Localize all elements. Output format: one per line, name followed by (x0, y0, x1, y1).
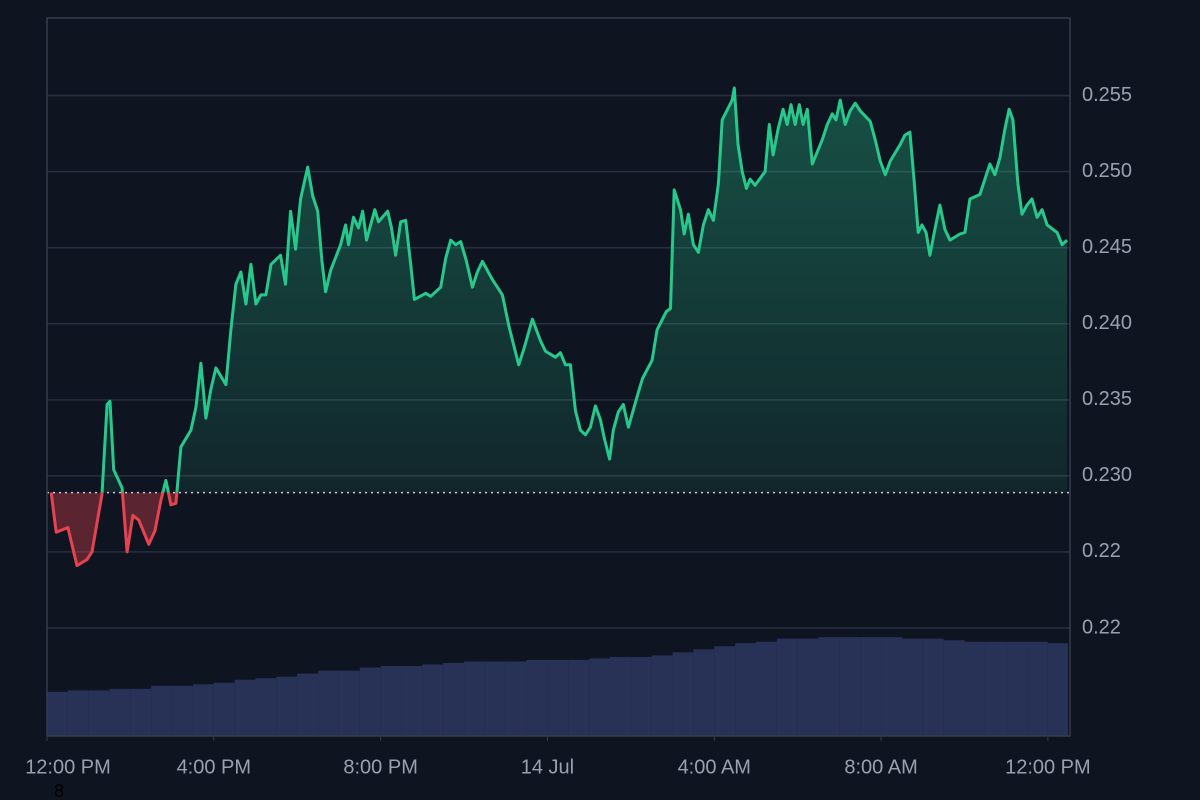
volume-bar (985, 641, 1007, 736)
volume-bar (714, 646, 736, 736)
volume-bar (380, 666, 402, 736)
y-tick-label: 0.245 (1082, 236, 1132, 258)
volume-bar (630, 656, 652, 736)
x-tick-label: 8:00 AM (844, 756, 917, 778)
x-tick-label: 4:00 AM (678, 756, 751, 778)
volume-bar (109, 688, 131, 736)
volume-bar (130, 688, 152, 736)
y-tick-label: 0.22 (1082, 616, 1121, 638)
volume-bar (1027, 641, 1048, 736)
x-tick-label: 4:00 PM (177, 756, 251, 778)
volume-bar (901, 638, 923, 736)
volume-bar (172, 685, 193, 736)
y-tick-label: 0.255 (1082, 84, 1132, 106)
price-line (49, 86, 1069, 568)
volume-bar (484, 661, 506, 736)
volume-bar (318, 670, 339, 736)
y-tick-label: 0.230 (1082, 464, 1132, 486)
volume-bar (1047, 643, 1068, 736)
y-tick-label: 0.240 (1082, 312, 1132, 334)
volume-bar (1006, 641, 1028, 736)
volume-bar (464, 661, 485, 736)
x-tick-label: 12:00 PM (1005, 756, 1091, 778)
volume-bar (964, 641, 986, 736)
volume-bar (338, 670, 360, 736)
volume-bar (860, 637, 882, 736)
y-tick-label: 0.235 (1082, 388, 1132, 410)
x-tick-label: 14 Jul (521, 756, 574, 778)
volume-bar (568, 659, 590, 736)
volume-bar (505, 661, 527, 736)
volume-bar (526, 659, 548, 736)
volume-bar (276, 676, 298, 736)
plot-frame (46, 17, 1071, 737)
volume-bar (610, 656, 631, 736)
x-tick-label: 12:00 PM (25, 756, 111, 778)
volume-bar (234, 679, 256, 736)
volume-bar (818, 637, 840, 736)
volume-bar (776, 638, 798, 736)
volume-bar (255, 678, 277, 736)
volume-bar (401, 666, 423, 736)
y-tick-label: 0.250 (1082, 160, 1132, 182)
volume-bar (547, 659, 569, 736)
volume-bar (297, 673, 319, 736)
volume-bar (589, 658, 611, 736)
volume-bar (735, 643, 756, 736)
volume-bar (839, 637, 861, 736)
volume-bar (192, 684, 214, 736)
volume-bar (213, 682, 235, 736)
volume-bar (443, 662, 465, 736)
volume-bar (151, 685, 173, 736)
y-tick-label: 0.22 (1082, 540, 1121, 562)
footnote: 8 (54, 781, 64, 800)
volume-bar (422, 664, 444, 736)
volume-bar (47, 691, 68, 736)
volume-bar (755, 641, 777, 736)
area (51, 88, 1068, 566)
volume-bar (943, 640, 965, 736)
volume-bar (359, 667, 381, 736)
x-tick-label: 8:00 PM (343, 756, 417, 778)
volume-bar (67, 690, 89, 736)
volume-bar (922, 638, 944, 736)
volume-bar (672, 652, 694, 736)
volume-bar (881, 637, 902, 736)
volume-bar (693, 649, 715, 736)
volume-bar (797, 638, 819, 736)
volume-bar (651, 655, 673, 736)
volume-bar (88, 690, 110, 736)
